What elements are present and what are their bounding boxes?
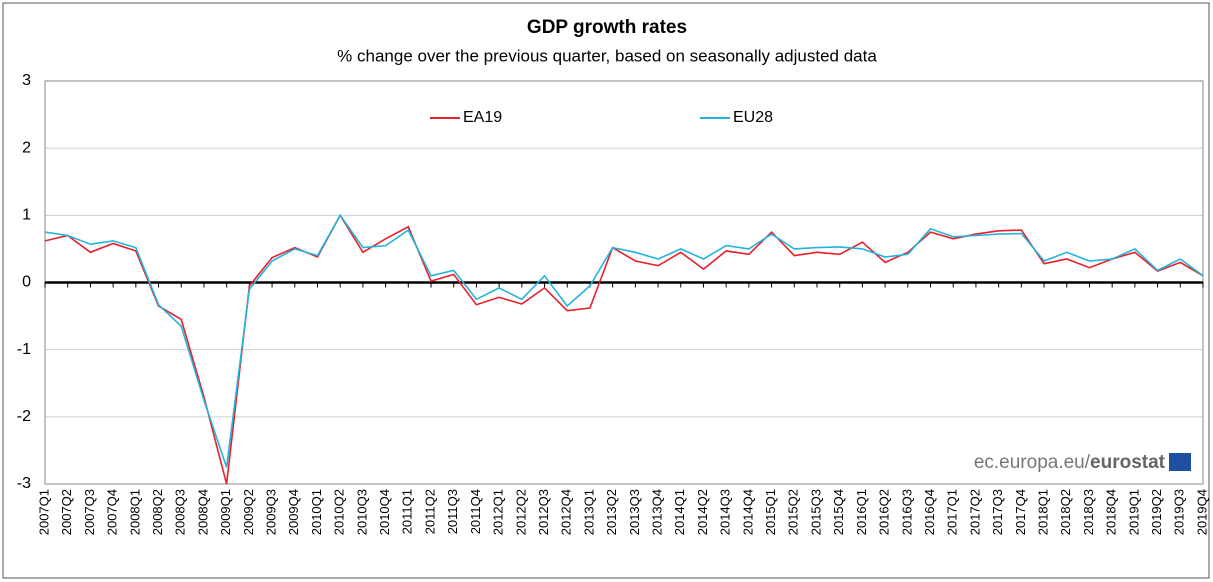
x-tick-label: 2017Q2 — [967, 489, 982, 535]
x-tick-label: 2011Q1 — [400, 489, 415, 534]
y-tick-label: -3 — [17, 475, 31, 492]
x-tick-label: 2017Q4 — [1013, 489, 1028, 535]
x-tick-label: 2017Q1 — [945, 489, 960, 535]
x-tick-label: 2014Q2 — [695, 489, 710, 535]
legend-label: EA19 — [463, 109, 502, 126]
x-tick-label: 2008Q3 — [173, 489, 188, 535]
x-tick-label: 2012Q2 — [513, 489, 528, 535]
x-tick-label: 2009Q4 — [286, 489, 301, 535]
x-tick-label: 2018Q2 — [1058, 489, 1073, 535]
x-tick-label: 2013Q2 — [604, 489, 619, 535]
y-tick-label: 3 — [22, 72, 31, 89]
x-tick-label: 2007Q2 — [59, 489, 74, 535]
y-tick-label: -2 — [17, 408, 31, 425]
x-tick-label: 2007Q3 — [82, 489, 97, 535]
x-tick-label: 2007Q1 — [36, 489, 51, 535]
x-tick-label: 2011Q4 — [468, 489, 483, 534]
x-tick-label: 2019Q1 — [1126, 489, 1141, 535]
x-tick-label: 2014Q4 — [740, 489, 755, 535]
x-tick-label: 2008Q4 — [195, 489, 210, 535]
x-tick-label: 2012Q4 — [559, 489, 574, 535]
x-tick-label: 2016Q2 — [877, 489, 892, 535]
x-tick-label: 2013Q1 — [581, 489, 596, 535]
x-tick-label: 2016Q3 — [899, 489, 914, 535]
x-tick-label: 2015Q2 — [786, 489, 801, 535]
x-tick-label: 2017Q3 — [990, 489, 1005, 535]
x-tick-label: 2014Q1 — [672, 489, 687, 535]
x-tick-label: 2016Q1 — [854, 489, 869, 535]
x-tick-label: 2007Q4 — [105, 489, 120, 535]
series-line — [44, 213, 1204, 485]
x-tick-label: 2010Q3 — [354, 489, 369, 535]
chart-title: GDP growth rates — [527, 17, 687, 38]
x-tick-label: 2011Q3 — [445, 489, 460, 534]
x-tick-label: 2015Q3 — [808, 489, 823, 535]
y-tick-label: -1 — [17, 341, 31, 358]
x-tick-label: 2018Q4 — [1104, 489, 1119, 535]
source-prefix: ec.europa.eu/ — [974, 452, 1091, 473]
x-tick-label: 2012Q3 — [536, 489, 551, 535]
x-tick-label: 2016Q4 — [922, 489, 937, 535]
x-tick-label: 2018Q1 — [1035, 489, 1050, 535]
y-tick-label: 0 — [22, 274, 31, 291]
y-tick-label: 2 — [22, 139, 31, 156]
x-tick-label: 2010Q1 — [309, 489, 324, 535]
y-tick-label: 1 — [22, 207, 31, 224]
x-tick-label: 2008Q2 — [150, 489, 165, 535]
x-tick-label: 2011Q2 — [422, 489, 437, 534]
x-tick-label: 2009Q3 — [263, 489, 278, 535]
x-tick-label: 2018Q3 — [1081, 489, 1096, 535]
x-tick-label: 2015Q4 — [831, 489, 846, 535]
chart-subtitle: % change over the previous quarter, base… — [337, 46, 877, 65]
x-tick-label: 2015Q1 — [763, 489, 778, 535]
x-tick-label: 2012Q1 — [491, 489, 506, 535]
x-tick-label: 2013Q3 — [627, 489, 642, 535]
x-tick-label: 2010Q4 — [377, 489, 392, 535]
x-tick-label: 2014Q3 — [718, 489, 733, 535]
x-tick-label: 2019Q4 — [1194, 489, 1209, 535]
x-tick-label: 2019Q2 — [1149, 489, 1164, 535]
x-tick-label: 2013Q4 — [649, 489, 664, 535]
x-tick-label: 2010Q2 — [332, 489, 347, 535]
eurostat-logo — [1169, 453, 1191, 471]
x-tick-label: 2019Q3 — [1172, 489, 1187, 535]
legend-label: EU28 — [733, 109, 773, 126]
source: ec.europa.eu/eurostat — [974, 452, 1166, 473]
x-tick-label: 2009Q2 — [241, 489, 256, 535]
x-tick-label: 2008Q1 — [127, 489, 142, 535]
series-line — [44, 213, 1204, 468]
source-brand: eurostat — [1090, 452, 1166, 473]
x-tick-label: 2009Q1 — [218, 489, 233, 535]
